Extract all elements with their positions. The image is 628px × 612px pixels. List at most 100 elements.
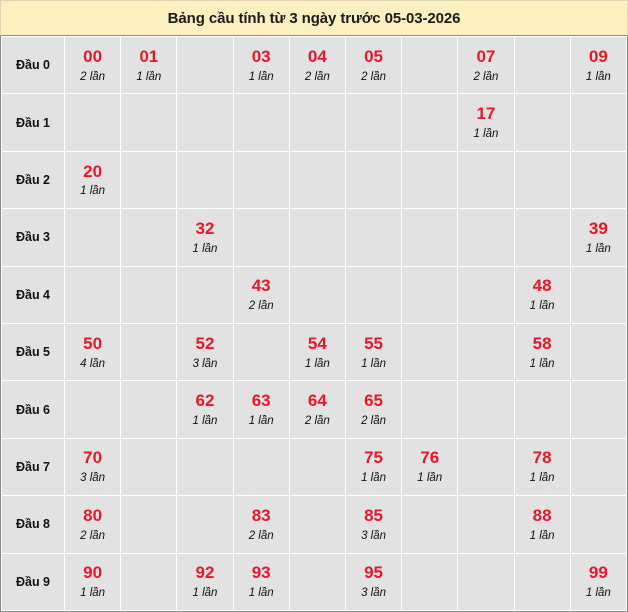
empty-cell: [401, 265, 459, 324]
number-cell-32[interactable]: 32 1 lần: [176, 208, 234, 267]
table-row: Đầu 6 62 1 lần 63 1 lần 64 2 lần 65 2 lần: [1, 380, 628, 439]
number-cell-39[interactable]: 39 1 lần: [569, 208, 628, 267]
empty-cell: [401, 380, 459, 439]
number-value: 32: [195, 218, 215, 238]
row-label-head-1: Đầu 1: [1, 93, 65, 152]
empty-cell: [176, 265, 234, 324]
occurrence-count: 2 lần: [248, 300, 274, 313]
row-label-head-8: Đầu 8: [1, 495, 65, 554]
number-value: 88: [532, 505, 552, 525]
empty-cell: [288, 93, 346, 152]
occurrence-count: 2 lần: [80, 70, 106, 83]
empty-cell: [457, 322, 515, 382]
number-cell-93[interactable]: 93 1 lần: [232, 552, 290, 612]
occurrence-count: 1 lần: [80, 587, 106, 600]
table-row: Đầu 9 90 1 lần 92 1 lần 93 1 lần 95 3 lần 99 1 lần: [1, 552, 628, 612]
occurrence-count: 1 lần: [473, 127, 499, 140]
occurrence-count: 2 lần: [361, 70, 386, 83]
empty-cell: [569, 495, 628, 554]
occurrence-count: 1 lần: [248, 587, 274, 600]
table-row: Đầu 5 50 4 lần 52 3 lần 54 1 lần 55 1 lần 58 1 lần: [1, 322, 628, 382]
empty-cell: [120, 322, 178, 382]
empty-cell: [457, 495, 515, 554]
empty-cell: [569, 150, 628, 210]
number-value: 05: [364, 46, 383, 66]
number-cell-48[interactable]: 48 1 lần: [513, 265, 571, 324]
number-cell-52[interactable]: 52 3 lần: [176, 322, 234, 382]
occurrence-count: 2 lần: [248, 529, 274, 542]
number-value: 00: [83, 46, 103, 66]
empty-cell: [63, 208, 122, 267]
occurrence-count: 1 lần: [529, 357, 555, 370]
occurrence-count: 2 lần: [304, 70, 330, 83]
number-cell-95[interactable]: 95 3 lần: [344, 552, 403, 612]
number-cell-05[interactable]: 05 2 lần: [344, 35, 403, 95]
number-cell-99[interactable]: 99 1 lần: [569, 552, 628, 612]
empty-cell: [569, 380, 628, 439]
empty-cell: [288, 208, 346, 267]
number-cell-83[interactable]: 83 2 lần: [232, 495, 290, 554]
empty-cell: [120, 552, 178, 612]
number-cell-04[interactable]: 04 2 lần: [288, 35, 346, 95]
number-value: 43: [251, 276, 271, 296]
number-cell-90[interactable]: 90 1 lần: [63, 552, 122, 612]
number-cell-09[interactable]: 09 1 lần: [569, 35, 628, 95]
number-cell-03[interactable]: 03 1 lần: [232, 35, 290, 95]
number-cell-65[interactable]: 65 2 lần: [344, 380, 403, 439]
number-cell-43[interactable]: 43 2 lần: [232, 265, 290, 324]
number-cell-55[interactable]: 55 1 lần: [344, 322, 403, 382]
number-cell-80[interactable]: 80 2 lần: [63, 495, 122, 554]
occurrence-count: 1 lần: [529, 300, 555, 313]
empty-cell: [569, 437, 628, 497]
empty-cell: [513, 93, 571, 152]
occurrence-count: 1 lần: [361, 472, 386, 485]
row-label-head-3: Đầu 3: [1, 208, 65, 267]
number-cell-20[interactable]: 20 1 lần: [63, 150, 122, 210]
number-cell-85[interactable]: 85 3 lần: [344, 495, 403, 554]
number-cell-78[interactable]: 78 1 lần: [513, 437, 571, 497]
empty-cell: [288, 265, 346, 324]
table-row: Đầu 3 32 1 lần 39 1 lần: [1, 208, 628, 267]
occurrence-count: 1 lần: [192, 242, 218, 255]
number-cell-75[interactable]: 75 1 lần: [344, 437, 403, 497]
occurrence-count: 3 lần: [80, 472, 106, 485]
number-cell-00[interactable]: 00 2 lần: [63, 35, 122, 95]
number-cell-70[interactable]: 70 3 lần: [63, 437, 122, 497]
number-cell-92[interactable]: 92 1 lần: [176, 552, 234, 612]
row-label-head-7: Đầu 7: [1, 437, 65, 497]
number-cell-17[interactable]: 17 1 lần: [457, 93, 515, 152]
number-value: 92: [195, 563, 215, 583]
empty-cell: [63, 93, 122, 152]
empty-cell: [120, 265, 178, 324]
number-value: 64: [307, 391, 327, 411]
empty-cell: [457, 552, 515, 612]
number-cell-54[interactable]: 54 1 lần: [288, 322, 346, 382]
empty-cell: [288, 150, 346, 210]
row-label-head-9: Đầu 9: [1, 552, 65, 612]
occurrence-count: 2 lần: [473, 70, 499, 83]
occurrence-count: 1 lần: [304, 357, 330, 370]
number-cell-63[interactable]: 63 1 lần: [232, 380, 290, 439]
number-value: 52: [195, 333, 215, 353]
number-value: 58: [532, 333, 552, 353]
empty-cell: [344, 265, 403, 324]
table-row: Đầu 2 20 1 lần: [1, 150, 628, 210]
number-cell-62[interactable]: 62 1 lần: [176, 380, 234, 439]
occurrence-count: 2 lần: [80, 529, 106, 542]
number-cell-07[interactable]: 07 2 lần: [457, 35, 515, 95]
empty-cell: [401, 552, 459, 612]
number-cell-64[interactable]: 64 2 lần: [288, 380, 346, 439]
number-value: 62: [195, 391, 215, 411]
empty-cell: [120, 93, 178, 152]
number-cell-50[interactable]: 50 4 lần: [63, 322, 122, 382]
empty-cell: [288, 437, 346, 497]
number-value: 20: [83, 161, 103, 181]
number-cell-88[interactable]: 88 1 lần: [513, 495, 571, 554]
number-value: 65: [364, 391, 383, 411]
row-label-head-0: Đầu 0: [1, 35, 65, 95]
number-cell-58[interactable]: 58 1 lần: [513, 322, 571, 382]
number-cell-01[interactable]: 01 1 lần: [120, 35, 178, 95]
occurrence-count: 3 lần: [192, 357, 218, 370]
number-cell-76[interactable]: 76 1 lần: [401, 437, 459, 497]
empty-cell: [569, 93, 628, 152]
